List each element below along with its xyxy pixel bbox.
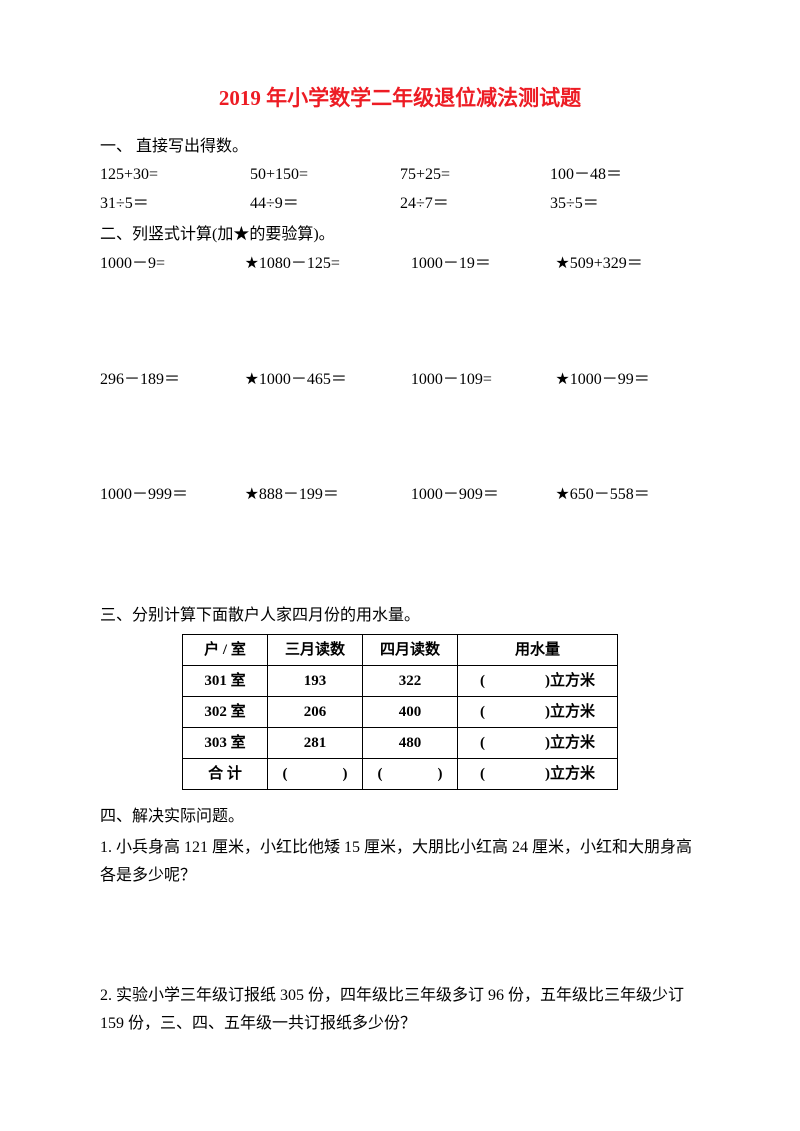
problem-item: 125+30= (100, 162, 250, 188)
section3-heading: 三、分别计算下面散户人家四月份的用水量。 (100, 603, 700, 629)
problem-item: ★1000－465＝ (245, 367, 411, 393)
problem-item: ★888－199＝ (245, 482, 411, 508)
cell-room: 303 室 (183, 728, 268, 759)
paren-left: ( (480, 766, 485, 782)
cell-march: 193 (268, 666, 363, 697)
problem-item: 100－48＝ (550, 162, 700, 188)
word-problem-2: 2. 实验小学三年级订报纸 305 份，四年级比三年级多订 96 份，五年级比三… (100, 982, 700, 1038)
cell-total-march: () (268, 759, 363, 790)
paren-right: )立方米 (545, 766, 595, 782)
cell-march: 206 (268, 697, 363, 728)
cell-usage: ( )立方米 (458, 666, 618, 697)
cell-april: 400 (363, 697, 458, 728)
problem-item: ★1000－99＝ (555, 367, 700, 393)
paren-right: )立方米 (545, 735, 595, 751)
header-march: 三月读数 (268, 635, 363, 666)
work-space (100, 392, 700, 482)
cell-april: 322 (363, 666, 458, 697)
problem-item: 31÷5＝ (100, 191, 250, 217)
cell-room: 302 室 (183, 697, 268, 728)
section2-row3: 1000－999＝ ★888－199＝ 1000－909＝ ★650－558＝ (100, 482, 700, 508)
problem-item: ★509+329＝ (555, 251, 700, 277)
cell-march: 281 (268, 728, 363, 759)
table-row: 302 室 206 400 ( )立方米 (183, 697, 618, 728)
table-row: 301 室 193 322 ( )立方米 (183, 666, 618, 697)
paren-right: )立方米 (545, 673, 595, 689)
problem-item: 35÷5＝ (550, 191, 700, 217)
section1-problems: 125+30= 50+150= 75+25= 100－48＝ 31÷5＝ 44÷… (100, 162, 700, 216)
paren-right: ) (343, 766, 348, 782)
problem-item: 296－189＝ (100, 367, 245, 393)
work-space (100, 277, 700, 367)
section1-heading: 一、 直接写出得数。 (100, 134, 700, 160)
section2-row1: 1000－9= ★1080－125= 1000－19＝ ★509+329＝ (100, 251, 700, 277)
cell-april: 480 (363, 728, 458, 759)
section4-heading: 四、解决实际问题。 (100, 804, 700, 830)
problem-item: 50+150= (250, 162, 400, 188)
section2-row2: 296－189＝ ★1000－465＝ 1000－109= ★1000－99＝ (100, 367, 700, 393)
problem-item: 1000－19＝ (411, 251, 556, 277)
cell-usage: ( )立方米 (458, 697, 618, 728)
paren-right: ) (438, 766, 443, 782)
section2-heading: 二、列竖式计算(加★的要验算)。 (100, 222, 700, 248)
paren-left: ( (480, 673, 485, 689)
word-problem-1: 1. 小兵身高 121 厘米，小红比他矮 15 厘米，大朋比小红高 24 厘米，… (100, 834, 700, 890)
problem-item: 1000－9= (100, 251, 245, 277)
header-april: 四月读数 (363, 635, 458, 666)
problem-item: 1000－999＝ (100, 482, 245, 508)
paren-left: ( (283, 766, 288, 782)
cell-room: 301 室 (183, 666, 268, 697)
water-usage-table: 户 / 室 三月读数 四月读数 用水量 301 室 193 322 ()立方米 … (182, 634, 618, 790)
cell-usage: ( )立方米 (458, 728, 618, 759)
problem-item: ★650－558＝ (555, 482, 700, 508)
table-row: 303 室 281 480 ( )立方米 (183, 728, 618, 759)
problem-item: 44÷9＝ (250, 191, 400, 217)
problem-item: 1000－909＝ (411, 482, 556, 508)
problem-item: 75+25= (400, 162, 550, 188)
table-header-row: 户 / 室 三月读数 四月读数 用水量 (183, 635, 618, 666)
paren-left: ( (480, 704, 485, 720)
problem-item: 1000－109= (411, 367, 556, 393)
cell-total-usage: ( )立方米 (458, 759, 618, 790)
paren-right: )立方米 (545, 704, 595, 720)
problem-item: ★1080－125= (245, 251, 411, 277)
problem-item: 24÷7＝ (400, 191, 550, 217)
table-total-row: 合 计 () () ( )立方米 (183, 759, 618, 790)
paren-left: ( (480, 735, 485, 751)
page-title: 2019 年小学数学二年级退位减法测试题 (100, 82, 700, 116)
work-space (100, 890, 700, 978)
header-room: 户 / 室 (183, 635, 268, 666)
header-usage: 用水量 (458, 635, 618, 666)
cell-total-april: () (363, 759, 458, 790)
paren-left: ( (378, 766, 383, 782)
cell-total-label: 合 计 (183, 759, 268, 790)
